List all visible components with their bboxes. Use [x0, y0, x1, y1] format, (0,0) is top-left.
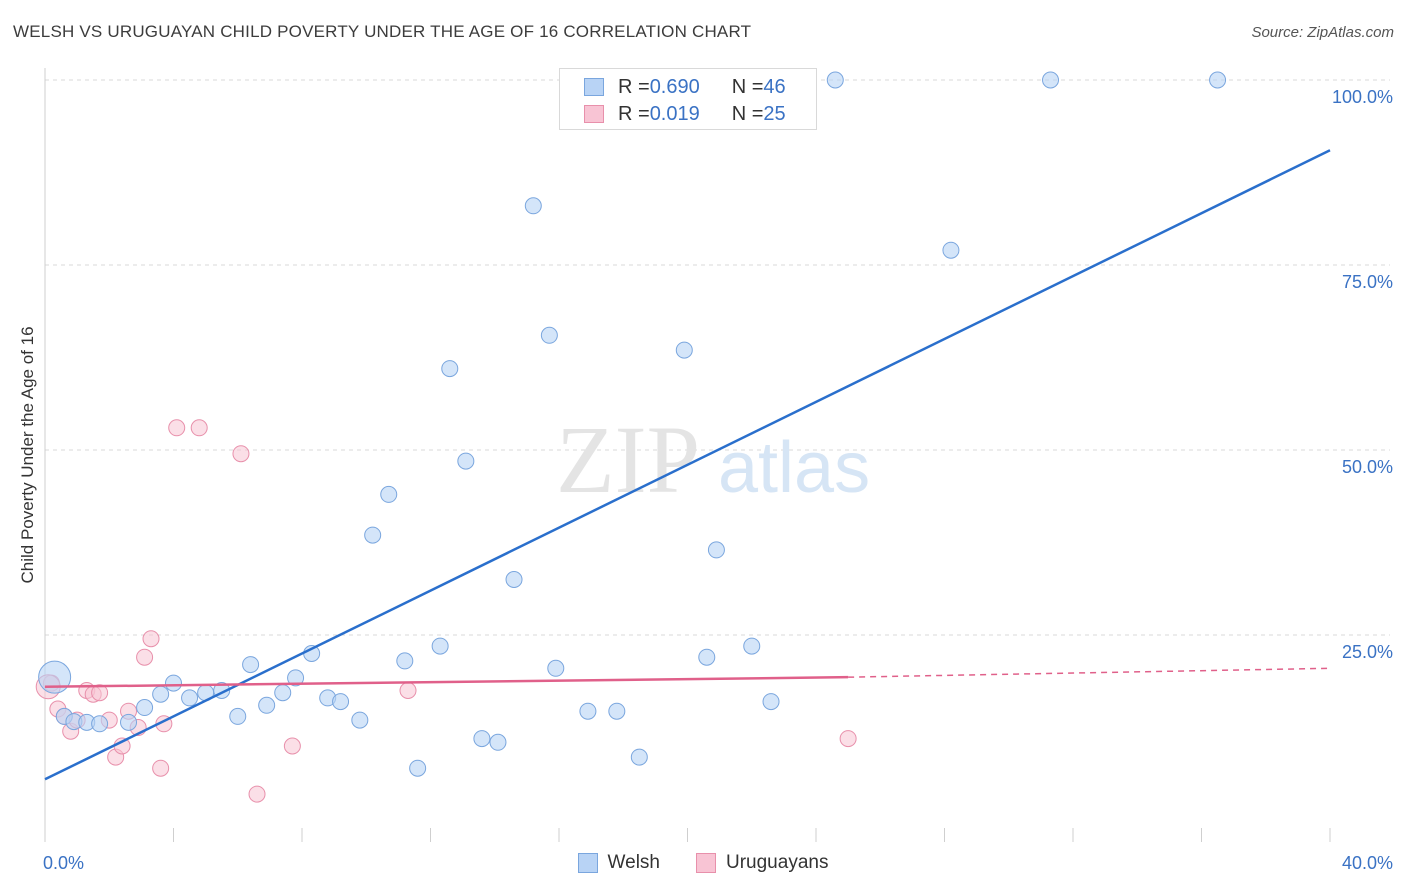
watermark: ZIP atlas: [556, 406, 870, 513]
welsh-point: [473, 730, 491, 748]
correlation-legend: R = 0.690 N = 46 R = 0.019 N = 25: [559, 68, 817, 130]
welsh-point: [675, 341, 693, 359]
welsh-legend-label: Welsh: [607, 852, 660, 873]
y-tick-label: 50.0%: [1342, 457, 1393, 477]
uruguayans-point: [152, 759, 170, 777]
uruguayan-n-label: N =: [731, 102, 764, 125]
uruguayan-swatch: [584, 105, 604, 123]
welsh-point: [38, 660, 72, 694]
welsh-point: [332, 693, 350, 711]
legend-row-welsh: R = 0.690 N = 46: [584, 74, 786, 100]
welsh-point: [274, 684, 292, 702]
legend-row-uruguayan: R = 0.019 N = 25: [584, 101, 786, 127]
welsh-legend-swatch: [577, 853, 598, 873]
grid-lines: [45, 79, 1390, 636]
uruguayans-point: [839, 730, 857, 748]
welsh-point: [431, 637, 449, 655]
welsh-point: [524, 197, 542, 215]
uruguayans-legend-label: Uruguayans: [726, 852, 829, 873]
uruguayans-point: [142, 630, 160, 648]
welsh-point: [707, 541, 725, 559]
welsh-point: [579, 702, 597, 720]
welsh-point: [258, 696, 276, 714]
welsh-point: [91, 715, 109, 733]
x-tick-label: 40.0%: [1342, 853, 1393, 873]
uruguayans-point: [399, 682, 417, 699]
welsh-point: [380, 485, 398, 503]
welsh-point: [351, 711, 369, 729]
welsh-point: [505, 571, 523, 588]
legend-item-welsh: Welsh: [577, 852, 660, 874]
y-tick-label: 75.0%: [1342, 272, 1393, 292]
welsh-point: [152, 685, 170, 703]
welsh-point: [1042, 71, 1060, 89]
uruguayans-point: [136, 648, 154, 666]
watermark-zip: ZIP: [556, 406, 700, 513]
welsh-point: [364, 526, 382, 544]
welsh-point: [181, 689, 199, 707]
welsh-point: [762, 693, 780, 711]
welsh-n-label: N =: [731, 75, 764, 98]
welsh-point: [287, 669, 305, 687]
welsh-point: [608, 702, 626, 720]
axes: [44, 68, 1331, 842]
uruguayans-point: [168, 419, 186, 437]
uruguayans-point: [91, 684, 109, 702]
y-axis-label: Child Poverty Under the Age of 16: [18, 326, 37, 583]
welsh-point: [229, 707, 247, 725]
y-tick-label: 100.0%: [1332, 87, 1393, 107]
uruguayans-point: [190, 419, 208, 437]
welsh-point: [826, 71, 844, 89]
welsh-point: [1209, 71, 1227, 89]
welsh-n-value: 46: [763, 75, 786, 98]
tick-labels: 25.0% 50.0% 75.0% 100.0% 0.0% 40.0%: [43, 87, 1393, 873]
welsh-point: [540, 326, 558, 344]
legend-item-uruguayans: Uruguayans: [696, 852, 828, 874]
welsh-point: [630, 748, 648, 766]
welsh-point: [743, 637, 761, 655]
trend-lines: [44, 149, 1331, 781]
y-tick-label: 25.0%: [1342, 642, 1393, 662]
watermark-atlas: atlas: [718, 428, 870, 508]
welsh-points: [38, 71, 1227, 777]
welsh-point: [409, 759, 427, 777]
welsh-point: [547, 659, 565, 677]
welsh-point: [698, 648, 716, 666]
welsh-point: [441, 360, 459, 378]
series-legend: Welsh Uruguayans: [0, 852, 1406, 874]
welsh-r-value: 0.690: [649, 75, 700, 98]
uruguayans-point: [283, 737, 301, 755]
welsh-point: [136, 699, 154, 717]
welsh-point: [457, 452, 475, 470]
welsh-point: [120, 713, 138, 731]
welsh-point: [396, 652, 414, 670]
uruguayan-n-value: 25: [763, 102, 786, 125]
uruguayan-r-label: R =: [618, 102, 650, 125]
welsh-point: [165, 674, 182, 692]
welsh-swatch: [584, 78, 604, 96]
welsh-point: [242, 656, 260, 674]
welsh-point: [942, 241, 960, 259]
welsh-trend-line: [44, 149, 1331, 781]
source-label: Source: ZipAtlas.com: [1251, 24, 1394, 41]
chart-title: WELSH VS URUGUAYAN CHILD POVERTY UNDER T…: [13, 22, 752, 41]
uruguayans-trend-extension: [848, 667, 1331, 678]
welsh-point: [489, 733, 507, 751]
uruguayans-trend-line: [44, 675, 849, 689]
welsh-r-label: R =: [618, 75, 650, 98]
x-tick-label: 0.0%: [43, 853, 84, 873]
uruguayans-point: [232, 445, 250, 463]
uruguayan-r-value: 0.019: [649, 102, 700, 125]
uruguayans-legend-swatch: [696, 853, 716, 873]
uruguayans-point: [248, 785, 266, 803]
